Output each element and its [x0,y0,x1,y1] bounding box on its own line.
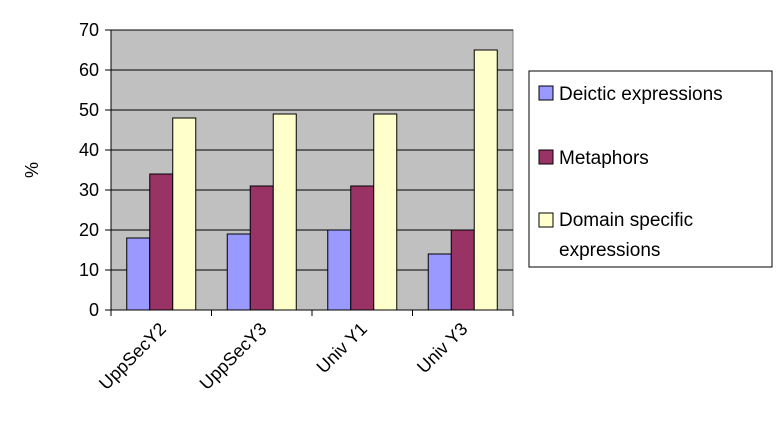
x-category-label: Univ Y3 [413,319,471,377]
legend-box [528,70,773,268]
legend: Deictic expressions Metaphors Domain speci… [528,70,773,268]
y-tick-label: 70 [79,20,99,40]
bar-deictic-expressions [126,237,151,311]
y-axis-label: % [22,162,42,178]
bar-domain-specific-expressions [272,113,297,311]
legend-label: Domain specific expressions [559,210,693,261]
plot-area [110,29,514,311]
bar-deictic-expressions [327,229,352,311]
y-tick-label: 20 [79,220,99,240]
legend-swatch [538,149,554,165]
legend-swatch [538,212,554,228]
bar-domain-specific-expressions [373,113,398,311]
y-tick-label: 0 [89,300,99,320]
y-tick-label: 10 [79,260,99,280]
x-category-label: Univ Y1 [313,319,371,377]
y-axis: 0 10 20 30 40 50 60 70 [79,20,112,320]
bar-metaphors [149,173,174,311]
y-tick-label: 30 [79,180,99,200]
bar-metaphors [450,229,475,311]
legend-label: Metaphors [559,148,649,169]
legend-swatch [538,85,554,101]
bar-deictic-expressions [226,233,251,311]
x-axis: UppSecY2 UppSecY3 Univ Y1 Univ Y3 [95,309,514,394]
x-category-label: UppSecY2 [95,319,170,394]
y-tick-label: 50 [79,100,99,120]
bar-domain-specific-expressions [172,117,197,311]
y-tick-label: 40 [79,140,99,160]
x-category-label: UppSecY3 [196,319,271,394]
bar-metaphors [249,185,274,311]
y-tick-label: 60 [79,60,99,80]
bar-domain-specific-expressions [473,49,498,311]
bar-metaphors [350,185,375,311]
bar-deictic-expressions [427,253,452,311]
legend-label: Deictic expressions [559,84,723,105]
